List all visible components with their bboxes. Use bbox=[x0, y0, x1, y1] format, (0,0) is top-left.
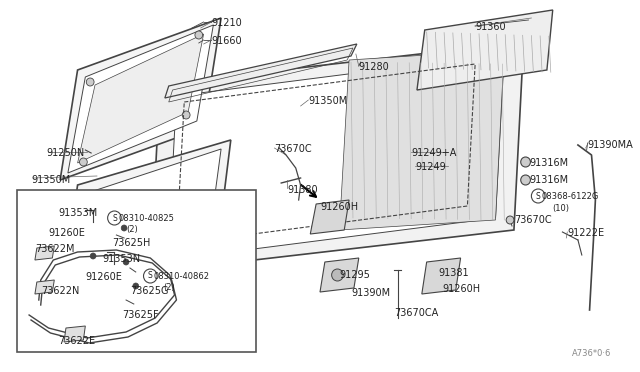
Text: S: S bbox=[148, 272, 153, 280]
Circle shape bbox=[90, 253, 96, 259]
Text: 73670C: 73670C bbox=[514, 215, 552, 225]
Polygon shape bbox=[64, 326, 85, 342]
Text: 91360: 91360 bbox=[475, 22, 506, 32]
Text: 08310-40825: 08310-40825 bbox=[118, 214, 174, 223]
Circle shape bbox=[521, 157, 531, 167]
Text: 91260H: 91260H bbox=[320, 202, 358, 212]
Text: 91249+A: 91249+A bbox=[411, 148, 456, 158]
Polygon shape bbox=[320, 258, 359, 292]
Text: 91380: 91380 bbox=[287, 185, 317, 195]
Text: 91381: 91381 bbox=[438, 268, 469, 278]
Text: 73622E: 73622E bbox=[58, 336, 95, 346]
Text: 91250N: 91250N bbox=[47, 148, 84, 158]
Polygon shape bbox=[70, 149, 221, 301]
Text: 73670C: 73670C bbox=[275, 144, 312, 154]
Circle shape bbox=[86, 78, 94, 86]
Text: 91260E: 91260E bbox=[85, 272, 122, 282]
Polygon shape bbox=[35, 246, 54, 260]
Text: 91350M: 91350M bbox=[31, 175, 70, 185]
Polygon shape bbox=[422, 258, 461, 294]
Polygon shape bbox=[68, 25, 213, 173]
Text: 91260H: 91260H bbox=[442, 284, 480, 294]
Text: 91316M: 91316M bbox=[529, 175, 568, 185]
Polygon shape bbox=[310, 200, 349, 234]
Circle shape bbox=[195, 31, 203, 39]
Polygon shape bbox=[150, 42, 524, 272]
Text: 73670CA: 73670CA bbox=[394, 308, 438, 318]
Circle shape bbox=[521, 175, 531, 185]
Circle shape bbox=[182, 111, 190, 119]
Text: 91210: 91210 bbox=[211, 18, 242, 28]
Circle shape bbox=[332, 269, 343, 281]
Text: S: S bbox=[112, 214, 116, 222]
Text: A736*0·6: A736*0·6 bbox=[572, 349, 611, 358]
Text: 08310-40862: 08310-40862 bbox=[153, 272, 209, 281]
Text: (2): (2) bbox=[163, 283, 175, 292]
Bar bbox=[17, 190, 256, 352]
Text: 91350M: 91350M bbox=[308, 96, 348, 106]
Text: 91390M: 91390M bbox=[351, 288, 390, 298]
Text: 91390MA: 91390MA bbox=[588, 140, 634, 150]
Text: 73625F: 73625F bbox=[122, 310, 159, 320]
Circle shape bbox=[506, 216, 514, 224]
Text: 73622N: 73622N bbox=[41, 286, 79, 296]
Circle shape bbox=[123, 259, 129, 265]
Polygon shape bbox=[35, 280, 54, 294]
Circle shape bbox=[121, 225, 127, 231]
Text: 91660: 91660 bbox=[211, 36, 242, 46]
Text: 91316M: 91316M bbox=[529, 158, 568, 168]
Polygon shape bbox=[60, 140, 231, 310]
Text: 91260E: 91260E bbox=[49, 228, 85, 238]
Polygon shape bbox=[165, 44, 357, 98]
Polygon shape bbox=[168, 54, 504, 260]
Text: 91280: 91280 bbox=[359, 62, 390, 72]
Polygon shape bbox=[77, 34, 204, 163]
Text: 91249: 91249 bbox=[415, 162, 446, 172]
Text: 91222E: 91222E bbox=[567, 228, 604, 238]
Text: 91353N: 91353N bbox=[103, 254, 141, 264]
Text: 73625G: 73625G bbox=[130, 286, 168, 296]
Circle shape bbox=[133, 283, 139, 289]
Text: 91295: 91295 bbox=[339, 270, 371, 280]
Polygon shape bbox=[60, 18, 221, 180]
Polygon shape bbox=[339, 50, 504, 230]
Text: (2): (2) bbox=[126, 225, 138, 234]
Text: 73625H: 73625H bbox=[113, 238, 151, 248]
Text: 73622M: 73622M bbox=[35, 244, 74, 254]
Text: S: S bbox=[536, 192, 541, 201]
Text: 08368-6122G: 08368-6122G bbox=[541, 192, 598, 201]
Text: (10): (10) bbox=[553, 204, 570, 213]
Text: 91353M: 91353M bbox=[58, 208, 97, 218]
Polygon shape bbox=[417, 10, 553, 90]
Circle shape bbox=[79, 158, 87, 166]
